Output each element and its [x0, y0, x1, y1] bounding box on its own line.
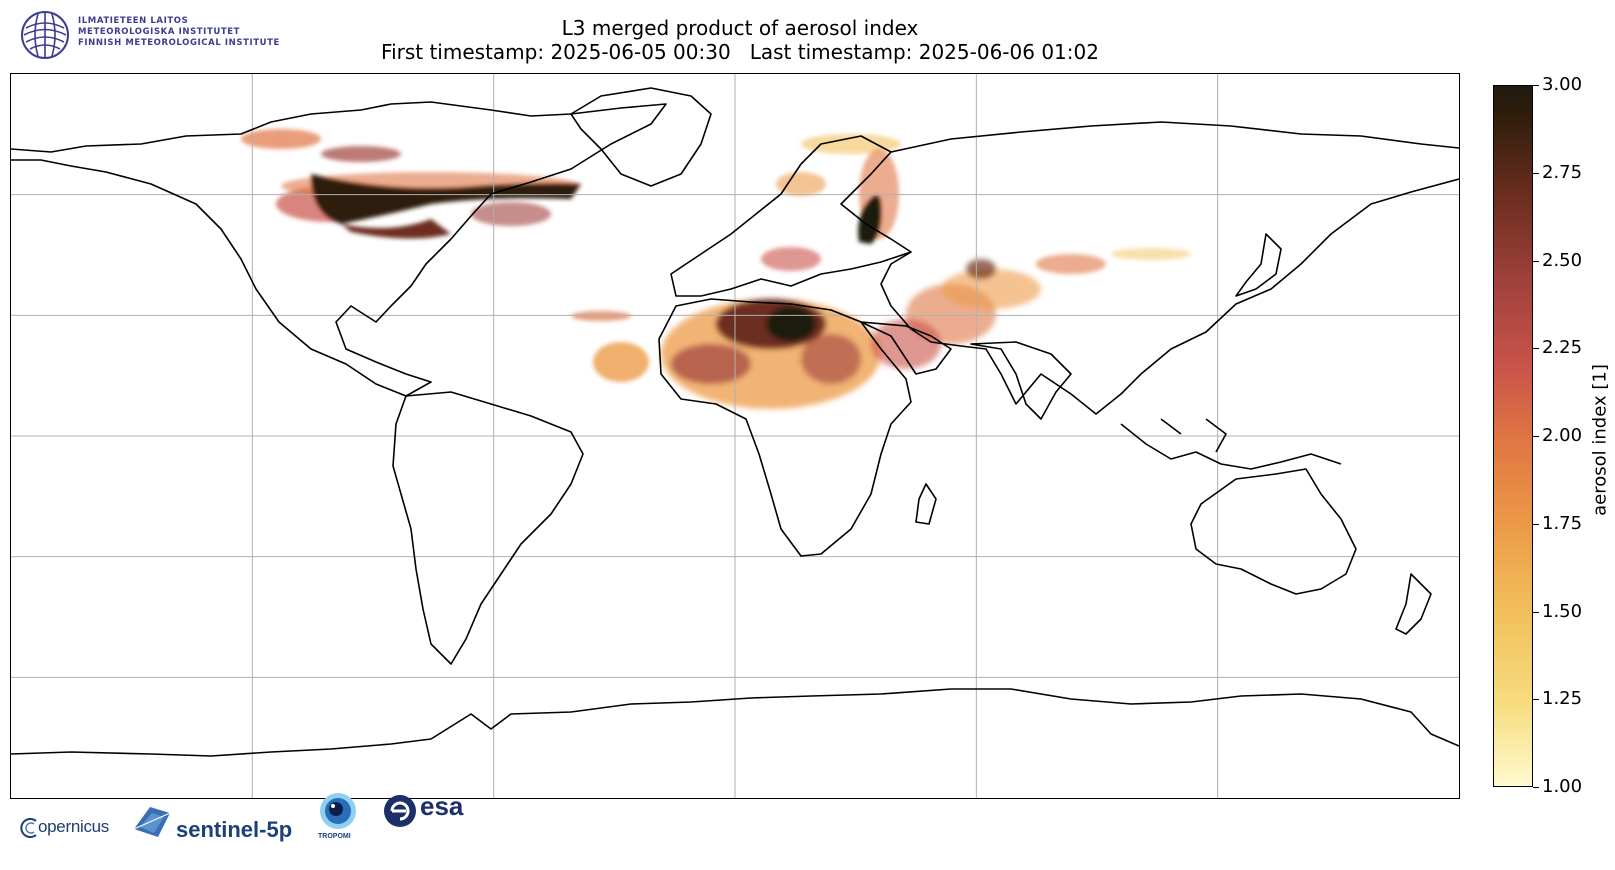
- colorbar-tick-label: 2.25: [1542, 337, 1583, 359]
- world-map: [10, 73, 1460, 799]
- map-canvas: [11, 74, 1459, 798]
- tropomi-eye-icon: [320, 793, 356, 829]
- tropomi-text: TROPOMI: [318, 833, 351, 840]
- coastlines: [11, 87, 1459, 757]
- aerosol-plumes: [241, 129, 1191, 409]
- plume-arabia: [871, 259, 1041, 369]
- esa-text: esa: [420, 791, 464, 821]
- colorbar-tick-label: 1.75: [1542, 512, 1583, 534]
- coast-antarctica: [11, 688, 1459, 757]
- colorbar-tick-label: 2.50: [1542, 249, 1583, 271]
- coast-europe: [670, 135, 912, 297]
- colorbar: [1493, 85, 1533, 787]
- fmi-name-fi: ILMATIETEEN LAITOS: [78, 16, 189, 26]
- plume-canada: [241, 129, 581, 239]
- map-gridlines: [11, 74, 1459, 798]
- colorbar-title: aerosol index [1]: [1589, 364, 1611, 516]
- sentinel-text: sentinel-5p: [176, 817, 293, 842]
- coast-greenland: [570, 87, 712, 187]
- title-line-1: L3 merged product of aerosol index: [561, 16, 919, 40]
- fmi-name-sv: METEOROLOGISKA INSTITUTET: [78, 27, 241, 37]
- coast-asia: [880, 121, 1459, 415]
- colorbar-tick: [1533, 787, 1539, 788]
- fmi-text: ILMATIETEEN LAITOS METEOROLOGISKA INSTIT…: [78, 16, 280, 49]
- map-title: L3 merged product of aerosol index First…: [290, 16, 1190, 64]
- esa-emblem-icon: [384, 795, 416, 827]
- colorbar-tick-label: 1.50: [1542, 600, 1583, 622]
- colorbar-tick: [1533, 436, 1539, 437]
- colorbar-tick-label: 1.00: [1542, 776, 1583, 797]
- colorbar-tick: [1533, 260, 1539, 262]
- copernicus-text: opernicus: [38, 817, 110, 836]
- plume-atlantic: [571, 311, 649, 382]
- partner-logos: opernicus sentinel-5p TROPOMI esa: [18, 791, 618, 865]
- colorbar-tick: [1533, 348, 1539, 350]
- coast-new-zealand: [1395, 573, 1432, 635]
- colorbar-tick-label: 2.00: [1542, 425, 1583, 446]
- coast-japan: [1235, 233, 1282, 297]
- coast-australia: [1190, 468, 1357, 595]
- plume-europe: [761, 134, 901, 271]
- colorbar-tick: [1533, 699, 1539, 701]
- plume-central-asia: [1036, 248, 1191, 274]
- satellite-icon: [133, 807, 171, 837]
- fmi-name-en: FINNISH METEOROLOGICAL INSTITUTE: [78, 38, 280, 48]
- colorbar-tick: [1533, 611, 1539, 613]
- coast-maritime-se-asia: [1120, 418, 1342, 470]
- coast-india: [970, 341, 1072, 420]
- colorbar-tick: [1533, 523, 1539, 525]
- coast-madagascar: [915, 483, 937, 525]
- coast-arabia: [860, 321, 952, 375]
- colorbar-tick-label: 1.25: [1542, 688, 1583, 710]
- fmi-emblem-icon: [21, 11, 69, 59]
- coast-africa: [658, 298, 912, 557]
- colorbar-tick: [1533, 85, 1539, 86]
- colorbar-tick-label: 3.00: [1542, 74, 1583, 95]
- coast-north-america: [11, 101, 667, 397]
- coast-south-america: [392, 391, 584, 665]
- copernicus-icon: [20, 818, 37, 838]
- fmi-logo: ILMATIETEEN LAITOS METEOROLOGISKA INSTIT…: [18, 10, 318, 62]
- colorbar-tick: [1533, 172, 1539, 174]
- colorbar-tick-label: 2.75: [1542, 161, 1583, 183]
- title-line-2: First timestamp: 2025-06-05 00:30 Last t…: [381, 40, 1099, 64]
